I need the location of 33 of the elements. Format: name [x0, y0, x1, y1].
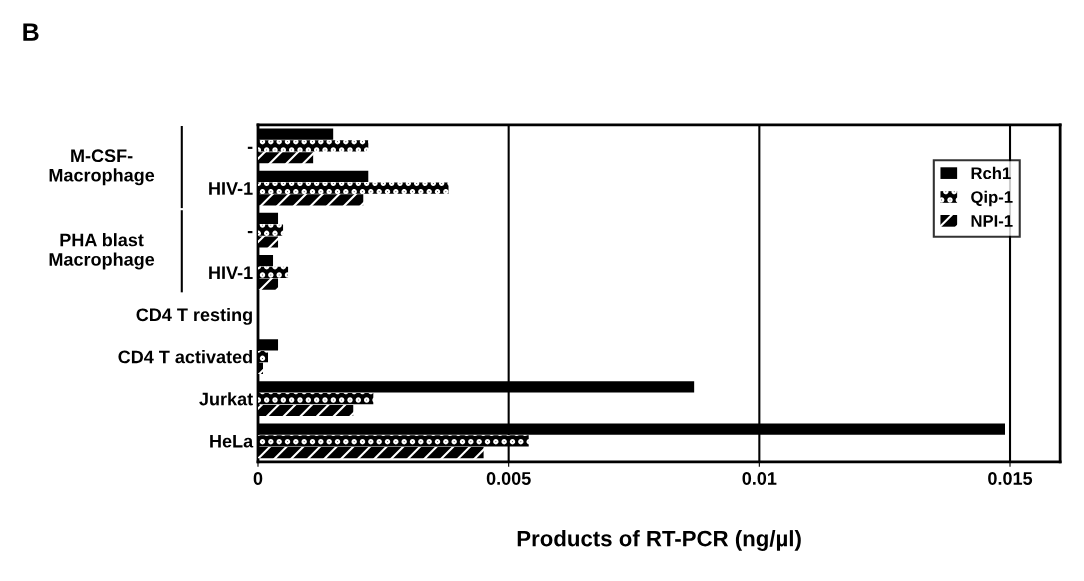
bar	[257, 236, 279, 248]
legend-label: NPI-1	[971, 215, 1013, 227]
x-tick-label: 0.01	[742, 472, 777, 485]
x-tick-label: 0.015	[988, 472, 1033, 485]
bar	[257, 393, 374, 405]
legend-label: Rch1	[971, 166, 1011, 180]
x-tick-label: 0.005	[486, 472, 531, 485]
bar	[257, 140, 369, 152]
bar	[257, 194, 364, 206]
bar	[257, 182, 449, 194]
text: M-CSF- Macrophage	[49, 149, 155, 186]
y-tick-label: HIV-1	[209, 182, 253, 195]
y-tick-label: CD4 T activated	[118, 350, 252, 364]
bar	[257, 435, 529, 447]
text: B	[23, 23, 39, 41]
y-tick-label: -	[247, 231, 253, 234]
bar	[257, 404, 354, 417]
bar	[257, 266, 289, 278]
bar	[257, 152, 314, 164]
bar	[257, 278, 279, 290]
bar	[257, 350, 269, 363]
bar	[257, 224, 284, 236]
x-tick-label: 0	[253, 472, 263, 485]
legend-label: Qip-1	[971, 190, 1013, 207]
y-tick-label: -	[247, 146, 253, 149]
y-tick-label: HeLa	[210, 434, 254, 448]
bar	[257, 362, 264, 374]
x-axis-title: Products of RT-PCR (ng/µl)	[517, 530, 801, 551]
y-tick-label: HIV-1	[209, 266, 253, 279]
y-tick-label: Jurkat	[199, 392, 253, 406]
y-tick-label: CD4 T resting	[136, 307, 252, 325]
bar	[257, 447, 484, 459]
text: PHA blast Macrophage	[49, 233, 155, 270]
